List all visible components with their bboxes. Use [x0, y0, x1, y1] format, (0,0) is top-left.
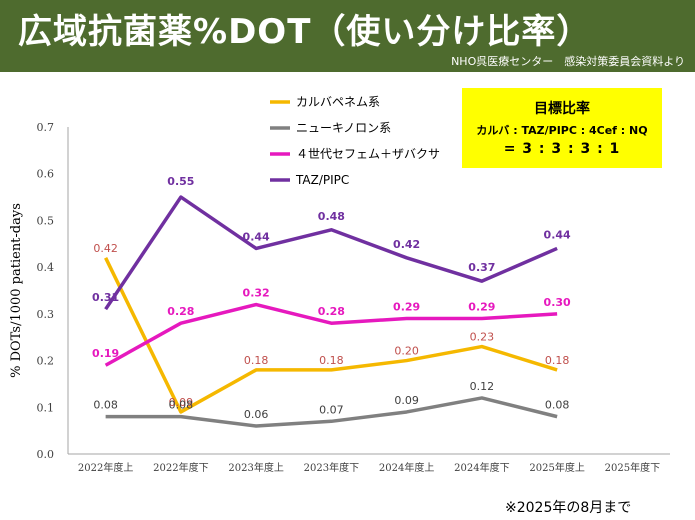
data-label: 0.28	[167, 305, 194, 318]
x-tick-label: 2025年度下	[605, 461, 660, 474]
data-label: 0.18	[545, 354, 570, 367]
data-label: 0.44	[544, 228, 571, 241]
data-label: 0.29	[393, 301, 420, 314]
y-tick-label: 0.7	[37, 121, 55, 134]
data-label: 0.31	[92, 291, 119, 304]
data-label: 0.08	[545, 399, 570, 412]
x-tick-label: 2023年度下	[304, 461, 359, 474]
data-label: 0.28	[318, 305, 345, 318]
data-label: 0.30	[544, 296, 571, 309]
data-label: 0.32	[243, 287, 270, 300]
data-label: 0.42	[393, 238, 420, 251]
legend-label: TAZ/PIPC	[295, 173, 349, 187]
x-tick-label: 2024年度上	[379, 461, 434, 474]
legend-label: ４世代セフェム＋ザバクサ	[296, 147, 440, 161]
data-label: 0.08	[169, 399, 194, 412]
line-chart: 0.0 0.1 0.2 0.3 0.4 0.5 0.6 0.7 % DOTs/1000 pati…	[9, 95, 670, 474]
x-tick-label: 2022年度上	[78, 461, 133, 474]
target-formula: カルバ : TAZ/PIPC : 4Cef : NQ	[476, 124, 648, 137]
header-banner: 広域抗菌薬%DOT（使い分け比率） NHO呉医療センター 感染対策委員会資料より	[0, 0, 695, 72]
data-label: 0.42	[93, 242, 118, 255]
data-label: 0.09	[394, 394, 419, 407]
data-label: 0.18	[319, 354, 344, 367]
data-label: 0.09	[169, 396, 194, 409]
y-tick-label: 0.1	[37, 401, 55, 414]
y-tick-label: 0.2	[37, 355, 55, 368]
target-ratio: = 3 : 3 : 3 : 1	[503, 141, 621, 157]
y-tick-label: 0.4	[37, 261, 55, 274]
data-label: 0.20	[394, 345, 419, 358]
series-line	[104, 302, 558, 367]
data-label: 0.07	[319, 403, 344, 416]
x-tick-label: 2022年度下	[153, 461, 208, 474]
x-tick-label: 2025年度上	[529, 461, 584, 474]
target-heading: 目標比率	[534, 101, 590, 117]
data-label: 0.08	[93, 399, 118, 412]
y-tick-label: 0.5	[37, 214, 55, 227]
data-label: 0.48	[318, 210, 345, 223]
data-label: 0.23	[470, 331, 495, 344]
y-tick-label: 0.0	[37, 448, 55, 461]
data-label: 0.06	[244, 408, 269, 421]
y-tick-label: 0.3	[37, 308, 55, 321]
data-label: 0.55	[167, 175, 194, 188]
data-label: 0.37	[468, 261, 495, 274]
x-tick-label: 2024年度下	[454, 461, 509, 474]
series-line	[104, 257, 558, 414]
source-note: NHO呉医療センター 感染対策委員会資料より	[451, 55, 685, 68]
target-ratio-box: 目標比率 カルバ : TAZ/PIPC : 4Cef : NQ = 3 : 3 …	[462, 88, 662, 168]
data-label: 0.44	[243, 230, 270, 243]
legend-label: カルバペネム系	[296, 95, 380, 109]
series-line	[105, 396, 558, 428]
y-axis-title: % DOTs/1000 patient-days	[9, 203, 24, 378]
footnote: ※2025年の8月まで	[505, 500, 632, 516]
data-label: 0.18	[244, 354, 269, 367]
legend-label: ニューキノロン系	[296, 121, 391, 135]
data-label: 0.29	[468, 301, 495, 314]
x-tick-label: 2023年度上	[228, 461, 283, 474]
data-label: 0.19	[92, 347, 119, 360]
page-title: 広域抗菌薬%DOT（使い分け比率）	[18, 12, 592, 52]
series-line	[104, 195, 558, 311]
data-label: 0.12	[470, 380, 495, 393]
y-tick-label: 0.6	[37, 168, 55, 181]
